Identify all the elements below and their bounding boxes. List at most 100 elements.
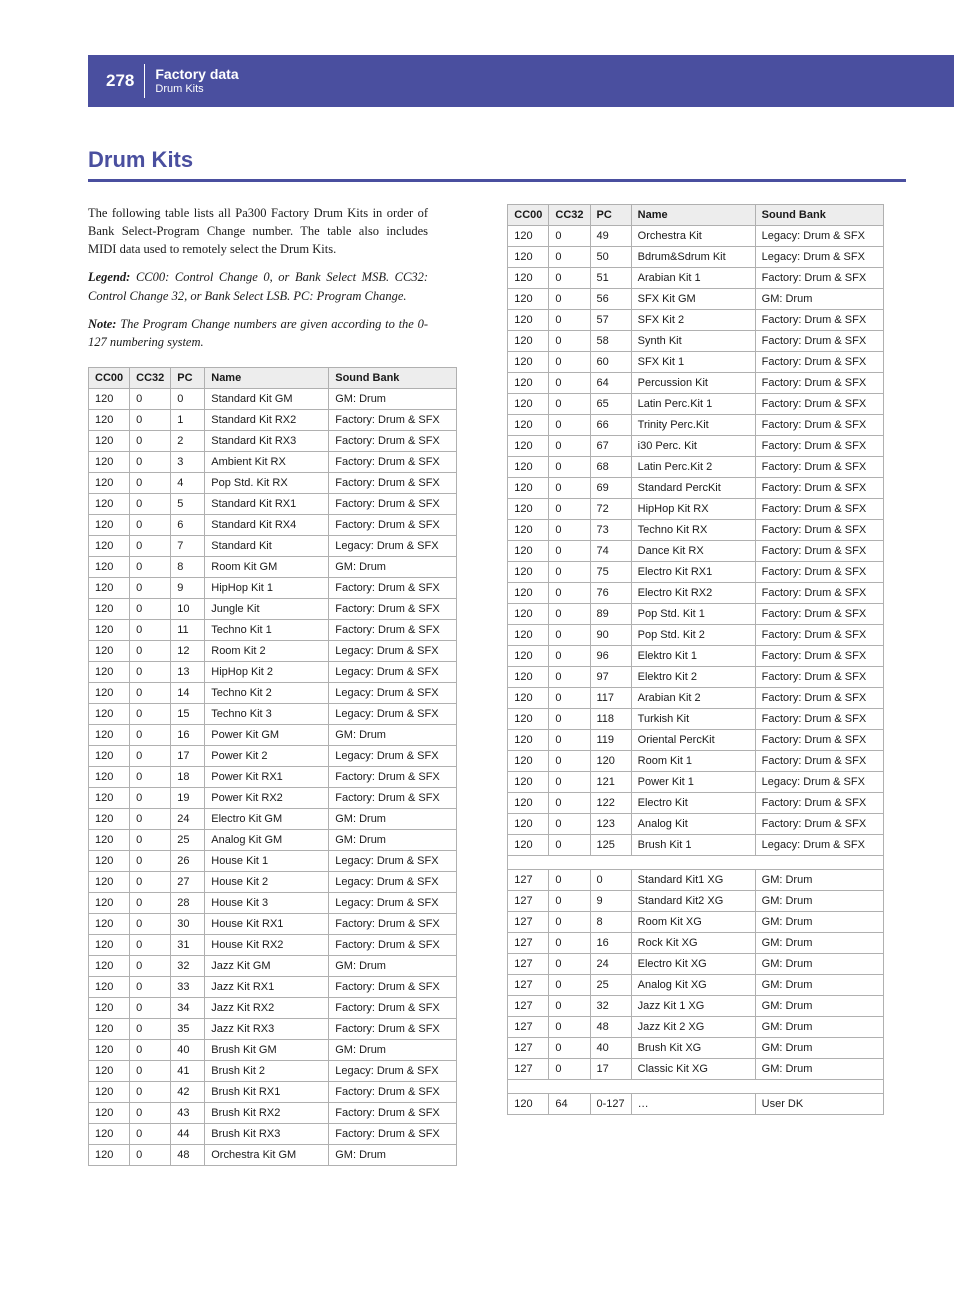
table-row: 120031House Kit RX2Factory: Drum & SFX — [89, 934, 457, 955]
table-cell: 0 — [130, 598, 171, 619]
table-cell: Electro Kit — [631, 793, 755, 814]
table-cell: 4 — [171, 472, 205, 493]
table-row: 120014Techno Kit 2Legacy: Drum & SFX — [89, 682, 457, 703]
table-cell: 42 — [171, 1081, 205, 1102]
table-cell: 0-127 — [590, 1094, 631, 1115]
drumkits-table-left: CC00 CC32 PC Name Sound Bank 12000Standa… — [88, 367, 457, 1166]
table-cell: 0 — [549, 912, 590, 933]
table-cell: GM: Drum — [329, 388, 457, 409]
table-cell: SFX Kit 2 — [631, 310, 755, 331]
table-cell: 0 — [130, 1081, 171, 1102]
drumkits-table-right: CC00 CC32 PC Name Sound Bank 120049Orche… — [507, 204, 883, 1115]
table-cell: 0 — [549, 310, 590, 331]
table-cell: Analog Kit XG — [631, 975, 755, 996]
table-cell: 120 — [508, 688, 549, 709]
table-cell: 0 — [130, 934, 171, 955]
table-cell: 58 — [590, 331, 631, 352]
table-cell: Factory: Drum & SFX — [329, 1081, 457, 1102]
table-cell: SFX Kit 1 — [631, 352, 755, 373]
table-cell: Brush Kit XG — [631, 1038, 755, 1059]
table-row: 1200120Room Kit 1Factory: Drum & SFX — [508, 751, 883, 772]
table-row: 120068Latin Perc.Kit 2Factory: Drum & SF… — [508, 457, 883, 478]
table-cell: Techno Kit 3 — [205, 703, 329, 724]
table-header-row: CC00 CC32 PC Name Sound Bank — [89, 367, 457, 388]
table-cell: 34 — [171, 997, 205, 1018]
table-cell: 24 — [171, 808, 205, 829]
table-cell: Jungle Kit — [205, 598, 329, 619]
table-cell: 120 — [508, 562, 549, 583]
table-row: 120027House Kit 2Legacy: Drum & SFX — [89, 871, 457, 892]
table-cell: 72 — [590, 499, 631, 520]
table-cell: 0 — [130, 766, 171, 787]
left-column: The following table lists all Pa300 Fact… — [88, 204, 457, 1166]
table-cell: Legacy: Drum & SFX — [329, 745, 457, 766]
table-row: 1200119Oriental PercKitFactory: Drum & S… — [508, 730, 883, 751]
table-row: 120640-127…User DK — [508, 1094, 883, 1115]
table-cell: 1 — [171, 409, 205, 430]
table-row: 12005Standard Kit RX1Factory: Drum & SFX — [89, 493, 457, 514]
table-cell: Factory: Drum & SFX — [755, 415, 883, 436]
table-cell: 31 — [171, 934, 205, 955]
table-cell: Factory: Drum & SFX — [755, 562, 883, 583]
table-cell: Ambient Kit RX — [205, 451, 329, 472]
table-cell: 120 — [89, 577, 130, 598]
table-cell: GM: Drum — [329, 829, 457, 850]
table-cell: GM: Drum — [755, 891, 883, 912]
table-cell: 0 — [549, 793, 590, 814]
table-row: 120057SFX Kit 2Factory: Drum & SFX — [508, 310, 883, 331]
table-cell: 120 — [508, 352, 549, 373]
table-cell: i30 Perc. Kit — [631, 436, 755, 457]
col-header-name: Name — [205, 367, 329, 388]
table-cell: Factory: Drum & SFX — [329, 577, 457, 598]
table-cell: 3 — [171, 451, 205, 472]
table-cell: 75 — [590, 562, 631, 583]
table-cell: Analog Kit — [631, 814, 755, 835]
table-cell: Jazz Kit RX3 — [205, 1018, 329, 1039]
table-cell: Room Kit 2 — [205, 640, 329, 661]
table-cell: 121 — [590, 772, 631, 793]
table-cell: 0 — [130, 556, 171, 577]
table-cell: 120 — [89, 640, 130, 661]
legend-paragraph: Legend: CC00: Control Change 0, or Bank … — [88, 268, 428, 304]
table-cell: 127 — [508, 954, 549, 975]
content-area: Drum Kits The following table lists all … — [0, 107, 954, 1166]
table-cell: GM: Drum — [755, 933, 883, 954]
table-cell: 0 — [130, 829, 171, 850]
table-row: 120041Brush Kit 2Legacy: Drum & SFX — [89, 1060, 457, 1081]
table-cell: 0 — [549, 751, 590, 772]
table-cell: 120 — [89, 1018, 130, 1039]
table-row: 120056SFX Kit GMGM: Drum — [508, 289, 883, 310]
table-cell: 0 — [549, 415, 590, 436]
table-cell: Pop Std. Kit 1 — [631, 604, 755, 625]
table-cell: 120 — [508, 478, 549, 499]
table-cell: 0 — [130, 1039, 171, 1060]
table-cell: 32 — [171, 955, 205, 976]
table-cell: 0 — [130, 976, 171, 997]
table-cell: Room Kit GM — [205, 556, 329, 577]
table-cell: 40 — [171, 1039, 205, 1060]
table-cell: 0 — [130, 745, 171, 766]
table-cell: Factory: Drum & SFX — [755, 604, 883, 625]
table-cell: 127 — [508, 912, 549, 933]
table-row: 120089Pop Std. Kit 1Factory: Drum & SFX — [508, 604, 883, 625]
table-cell: Techno Kit RX — [631, 520, 755, 541]
table-cell: 0 — [130, 913, 171, 934]
table-cell: 26 — [171, 850, 205, 871]
table-cell: 0 — [549, 996, 590, 1017]
table-cell: Legacy: Drum & SFX — [329, 892, 457, 913]
table-cell: 48 — [590, 1017, 631, 1038]
table-cell: 120 — [89, 724, 130, 745]
table-cell: 120 — [508, 373, 549, 394]
table-cell: Factory: Drum & SFX — [329, 976, 457, 997]
table-cell: 0 — [549, 870, 590, 891]
table-cell: Legacy: Drum & SFX — [329, 1060, 457, 1081]
table-row: 120017Power Kit 2Legacy: Drum & SFX — [89, 745, 457, 766]
table-cell: GM: Drum — [755, 1017, 883, 1038]
table-cell: 120 — [89, 913, 130, 934]
table-cell: 0 — [549, 667, 590, 688]
table-row: 1200122Electro KitFactory: Drum & SFX — [508, 793, 883, 814]
table-cell: HipHop Kit 1 — [205, 577, 329, 598]
table-cell: 120 — [590, 751, 631, 772]
table-cell: 120 — [89, 472, 130, 493]
table-cell: 0 — [549, 520, 590, 541]
